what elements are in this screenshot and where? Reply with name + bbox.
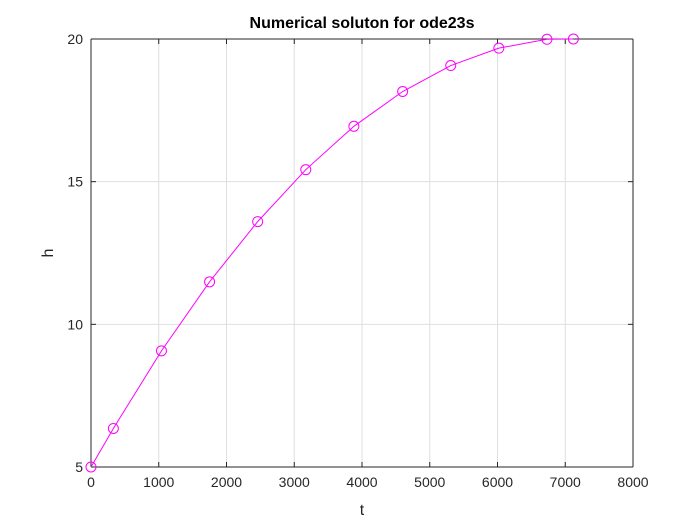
data-point-marker (397, 86, 409, 98)
x-tick-label: 1000 (143, 474, 174, 490)
data-point-marker (493, 42, 505, 54)
x-tick-label: 3000 (279, 474, 310, 490)
x-tick-label: 0 (87, 474, 95, 490)
data-point-marker (204, 276, 216, 288)
x-tick-label: 5000 (414, 474, 445, 490)
data-point-marker (252, 216, 264, 228)
series-group (85, 33, 579, 473)
data-point-marker (567, 33, 579, 45)
x-tick-label: 8000 (617, 474, 648, 490)
ticks: 0 1000 2000 3000 4000 5000 6000 7000 8000 5 10 15 20 (67, 31, 648, 490)
x-tick-label: 2000 (211, 474, 242, 490)
data-point-marker (155, 345, 167, 357)
series-line (90, 38, 574, 468)
data-point-marker (300, 164, 312, 176)
data-point-marker (445, 60, 457, 72)
x-tick-label: 4000 (346, 474, 377, 490)
x-tick-label: 6000 (482, 474, 513, 490)
y-tick-label: 5 (75, 459, 83, 475)
data-point-marker (107, 422, 119, 434)
data-point-marker (541, 33, 553, 45)
y-tick-label: 20 (67, 31, 83, 47)
y-axis-label: h (40, 249, 57, 258)
chart-title: Numerical soluton for ode23s (250, 15, 475, 32)
data-point-marker (85, 461, 97, 473)
data-point-marker (348, 120, 360, 132)
y-tick-label: 15 (67, 174, 83, 190)
y-tick-label: 10 (67, 316, 83, 332)
x-axis-label: t (360, 502, 365, 519)
x-tick-label: 7000 (550, 474, 581, 490)
